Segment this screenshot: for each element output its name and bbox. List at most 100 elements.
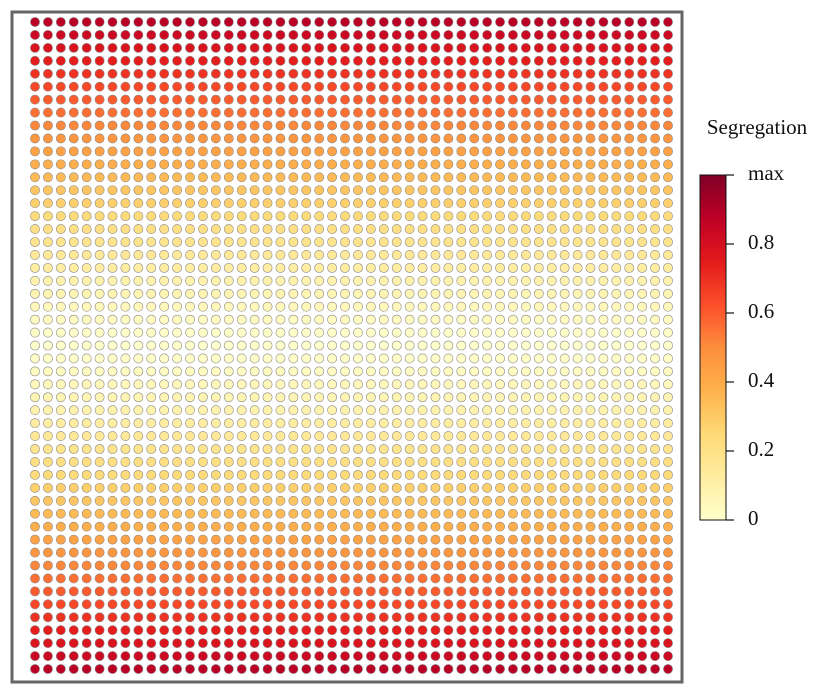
dot	[94, 250, 105, 260]
dot	[94, 625, 105, 636]
dot	[146, 17, 157, 27]
dot	[585, 185, 596, 196]
dot	[301, 612, 312, 623]
dot	[172, 573, 183, 584]
dot	[120, 418, 131, 429]
dot	[456, 42, 467, 53]
dot	[443, 625, 454, 636]
dot	[417, 250, 428, 260]
dot	[120, 185, 131, 196]
dot	[94, 431, 105, 441]
dot	[94, 81, 105, 92]
dot	[68, 431, 79, 441]
dot	[624, 560, 635, 571]
dot	[637, 534, 648, 545]
dot	[650, 250, 660, 260]
dot	[520, 159, 531, 170]
dot	[55, 431, 66, 441]
dot	[43, 664, 53, 674]
dot	[650, 625, 660, 636]
dot	[327, 68, 338, 79]
dot	[236, 133, 247, 144]
dot	[236, 185, 247, 196]
dot	[236, 573, 247, 584]
dot	[650, 573, 660, 584]
dot	[146, 237, 157, 247]
dot	[340, 573, 350, 584]
dot	[301, 30, 312, 40]
dot	[68, 638, 79, 649]
dot	[365, 94, 376, 105]
dot	[223, 353, 234, 364]
dot	[314, 198, 325, 209]
dot	[262, 573, 273, 584]
dot	[43, 495, 53, 506]
dot	[314, 120, 325, 131]
dot	[611, 250, 622, 260]
dot	[520, 431, 531, 441]
dot	[81, 664, 92, 674]
dot	[637, 211, 648, 221]
dot	[624, 573, 635, 584]
dot	[585, 68, 596, 79]
dot	[210, 560, 221, 571]
dot	[68, 185, 79, 196]
dot	[327, 392, 338, 403]
dot	[417, 482, 428, 493]
dot	[430, 612, 441, 623]
dot	[185, 353, 195, 364]
dot	[391, 353, 402, 364]
dot	[68, 482, 79, 493]
dot	[55, 185, 66, 196]
dot	[598, 42, 609, 53]
dot	[443, 638, 454, 649]
dot	[314, 17, 325, 27]
dot	[559, 521, 570, 532]
dot	[146, 42, 157, 53]
dot	[314, 573, 325, 584]
dot	[520, 262, 531, 273]
dot	[94, 573, 105, 584]
dot	[262, 198, 273, 209]
dot	[198, 521, 208, 532]
dot	[146, 560, 157, 571]
dot	[301, 508, 312, 519]
dot	[55, 81, 66, 92]
dot	[43, 30, 53, 40]
dot	[120, 664, 131, 674]
dot	[598, 547, 609, 558]
dot	[624, 159, 635, 170]
dot	[624, 17, 635, 27]
dot	[482, 521, 493, 532]
dot	[314, 262, 325, 273]
dot	[68, 405, 79, 416]
dot	[546, 405, 557, 416]
dot	[469, 81, 480, 92]
dot	[637, 17, 648, 27]
dot	[663, 612, 673, 623]
dot	[353, 30, 363, 40]
dot	[223, 495, 234, 506]
dot	[417, 560, 428, 571]
dot	[288, 521, 299, 532]
dot	[288, 469, 299, 480]
dot	[520, 547, 531, 558]
dot	[546, 586, 557, 597]
dot	[585, 431, 596, 441]
dot	[353, 418, 363, 429]
dot	[559, 55, 570, 66]
dot	[55, 547, 66, 558]
dot	[43, 599, 53, 610]
dot	[404, 94, 415, 105]
dot	[172, 30, 183, 40]
dot	[650, 418, 660, 429]
dot	[94, 405, 105, 416]
dot	[301, 288, 312, 299]
dot	[585, 521, 596, 532]
dot	[469, 237, 480, 247]
dot	[663, 224, 673, 234]
dot	[314, 457, 325, 467]
dot	[172, 638, 183, 649]
dot	[133, 431, 144, 441]
dot	[262, 418, 273, 429]
